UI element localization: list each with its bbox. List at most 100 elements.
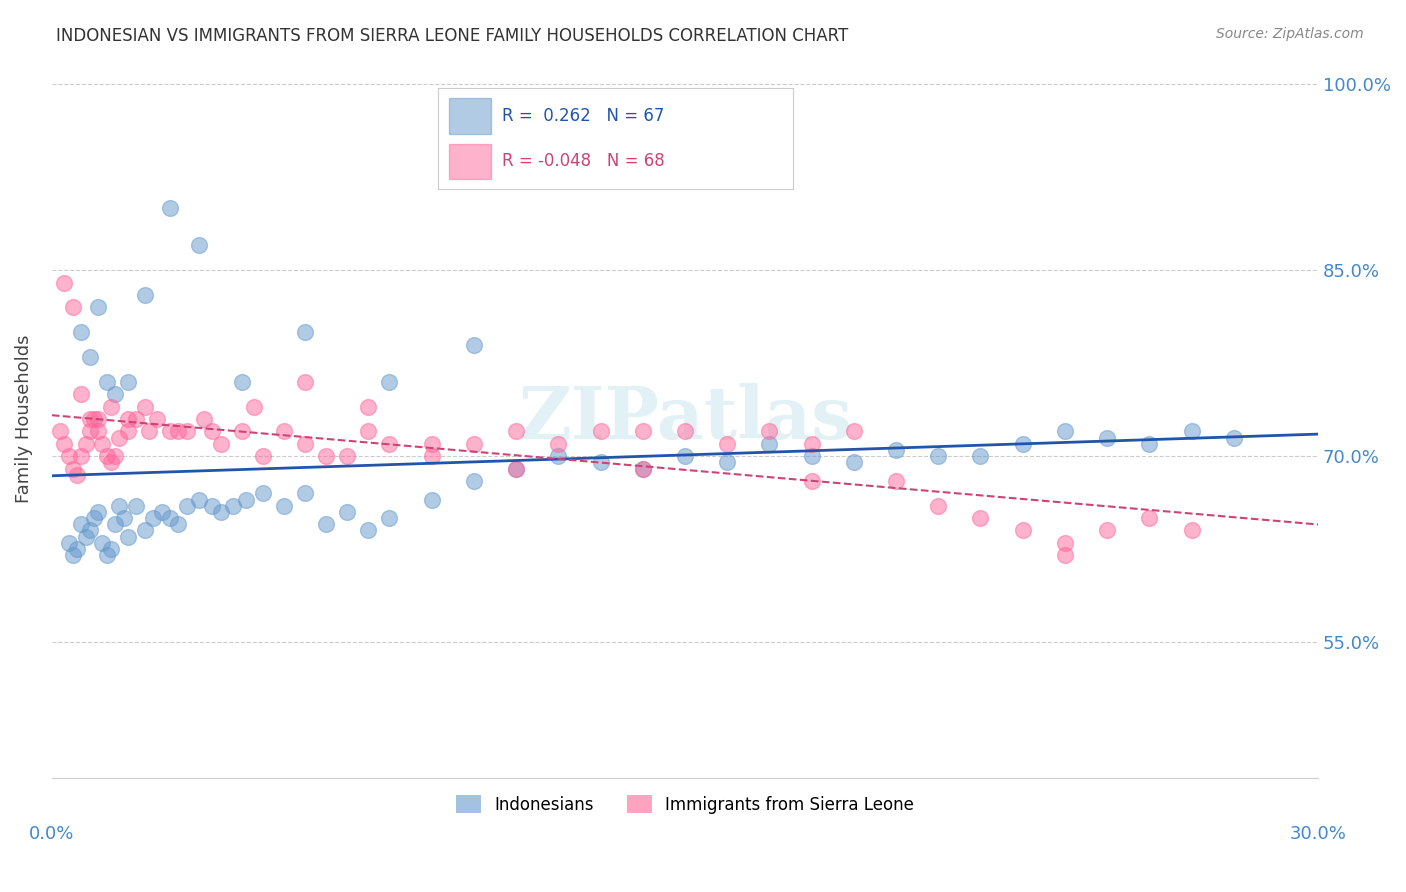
Point [159,511,181,525]
Point [176,499,198,513]
Point [243,400,266,414]
Point [294,436,316,450]
Point [505,461,527,475]
Point [1222,431,1244,445]
Point [252,486,274,500]
Point [927,499,949,513]
Point [53,436,76,450]
Point [1053,425,1076,439]
Point [463,337,485,351]
Point [1095,431,1118,445]
Point [125,412,148,426]
Point [884,474,907,488]
Point [125,499,148,513]
Point [1053,536,1076,550]
Point [188,492,211,507]
Point [91,536,114,550]
Point [79,524,101,538]
Point [87,301,110,315]
Point [70,387,93,401]
Point [631,461,654,475]
Point [201,425,224,439]
Point [631,425,654,439]
Point [800,449,823,463]
Point [505,461,527,475]
Point [58,449,80,463]
Point [142,511,165,525]
Point [673,425,696,439]
Point [62,461,84,475]
Point [134,288,156,302]
Point [1137,511,1160,525]
Point [100,400,122,414]
Point [87,505,110,519]
Point [800,474,823,488]
Point [83,511,105,525]
Point [79,425,101,439]
Point [294,486,316,500]
Point [79,350,101,364]
Point [100,455,122,469]
Point [66,467,89,482]
Point [235,492,257,507]
Point [336,449,359,463]
Point [884,442,907,457]
Point [294,375,316,389]
Point [505,425,527,439]
Point [70,449,93,463]
Point [167,517,190,532]
Point [315,517,337,532]
Point [117,412,139,426]
Point [273,499,295,513]
Point [1180,524,1202,538]
Point [62,301,84,315]
Point [117,530,139,544]
Point [83,412,105,426]
Point [842,425,865,439]
Point [716,455,738,469]
Point [146,412,169,426]
Point [357,425,380,439]
Point [1011,436,1033,450]
Point [273,425,295,439]
Point [150,505,173,519]
Point [589,455,612,469]
Point [420,436,443,450]
Point [673,449,696,463]
Point [108,431,131,445]
Point [969,511,991,525]
Point [758,425,780,439]
Point [87,425,110,439]
Point [631,461,654,475]
Point [547,436,569,450]
Point [357,400,380,414]
Point [315,449,337,463]
Point [336,505,359,519]
Text: ZIPatlas: ZIPatlas [517,384,852,454]
Legend: Indonesians, Immigrants from Sierra Leone: Indonesians, Immigrants from Sierra Leon… [449,789,921,821]
Point [294,325,316,339]
Point [100,542,122,557]
Point [842,455,865,469]
Text: INDONESIAN VS IMMIGRANTS FROM SIERRA LEONE FAMILY HOUSEHOLDS CORRELATION CHART: INDONESIAN VS IMMIGRANTS FROM SIERRA LEO… [56,27,848,45]
Point [420,449,443,463]
Point [96,548,118,562]
Point [112,511,135,525]
Point [104,517,127,532]
Point [1180,425,1202,439]
Point [378,436,401,450]
Point [969,449,991,463]
Point [53,276,76,290]
Point [91,436,114,450]
Point [79,412,101,426]
Point [357,524,380,538]
Point [378,511,401,525]
Point [117,375,139,389]
Text: 0.0%: 0.0% [30,825,75,844]
Text: Source: ZipAtlas.com: Source: ZipAtlas.com [1216,27,1364,41]
Point [463,436,485,450]
Point [209,505,232,519]
Point [159,425,181,439]
Point [96,449,118,463]
Point [547,449,569,463]
